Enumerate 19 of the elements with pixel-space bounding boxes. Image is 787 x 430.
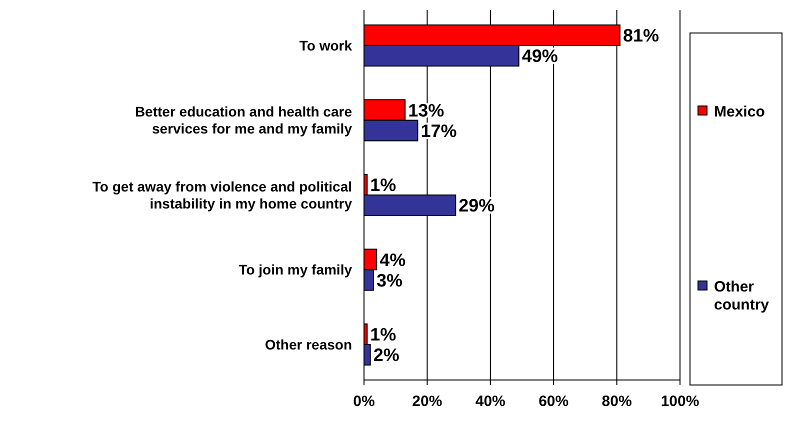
legend-label: Other country [714, 278, 770, 314]
legend-label: Mexico [714, 103, 765, 120]
x-tick-label: 60% [538, 393, 569, 410]
x-tick-label: 100% [660, 393, 700, 410]
x-tick-label: 0% [353, 393, 375, 410]
y-tick-label: Better education and health care services for me and my family [134, 104, 352, 137]
x-tick-label: 80% [602, 393, 632, 410]
data-label: 3% [376, 270, 402, 290]
x-tick-label: 20% [412, 393, 442, 410]
y-tick-label: To join my family [238, 262, 352, 278]
y-tick-label: To work [299, 37, 352, 54]
data-label: 1% [370, 324, 396, 345]
y-tick-label: To get away from violence and political instability in my home country [92, 178, 352, 212]
data-label: 2% [373, 345, 400, 366]
data-label: 81% [622, 26, 659, 46]
x-tick-label: 40% [475, 393, 506, 410]
data-label: 1% [370, 175, 396, 196]
data-label: 4% [380, 250, 406, 270]
y-tick-label: Other reason [264, 336, 352, 352]
